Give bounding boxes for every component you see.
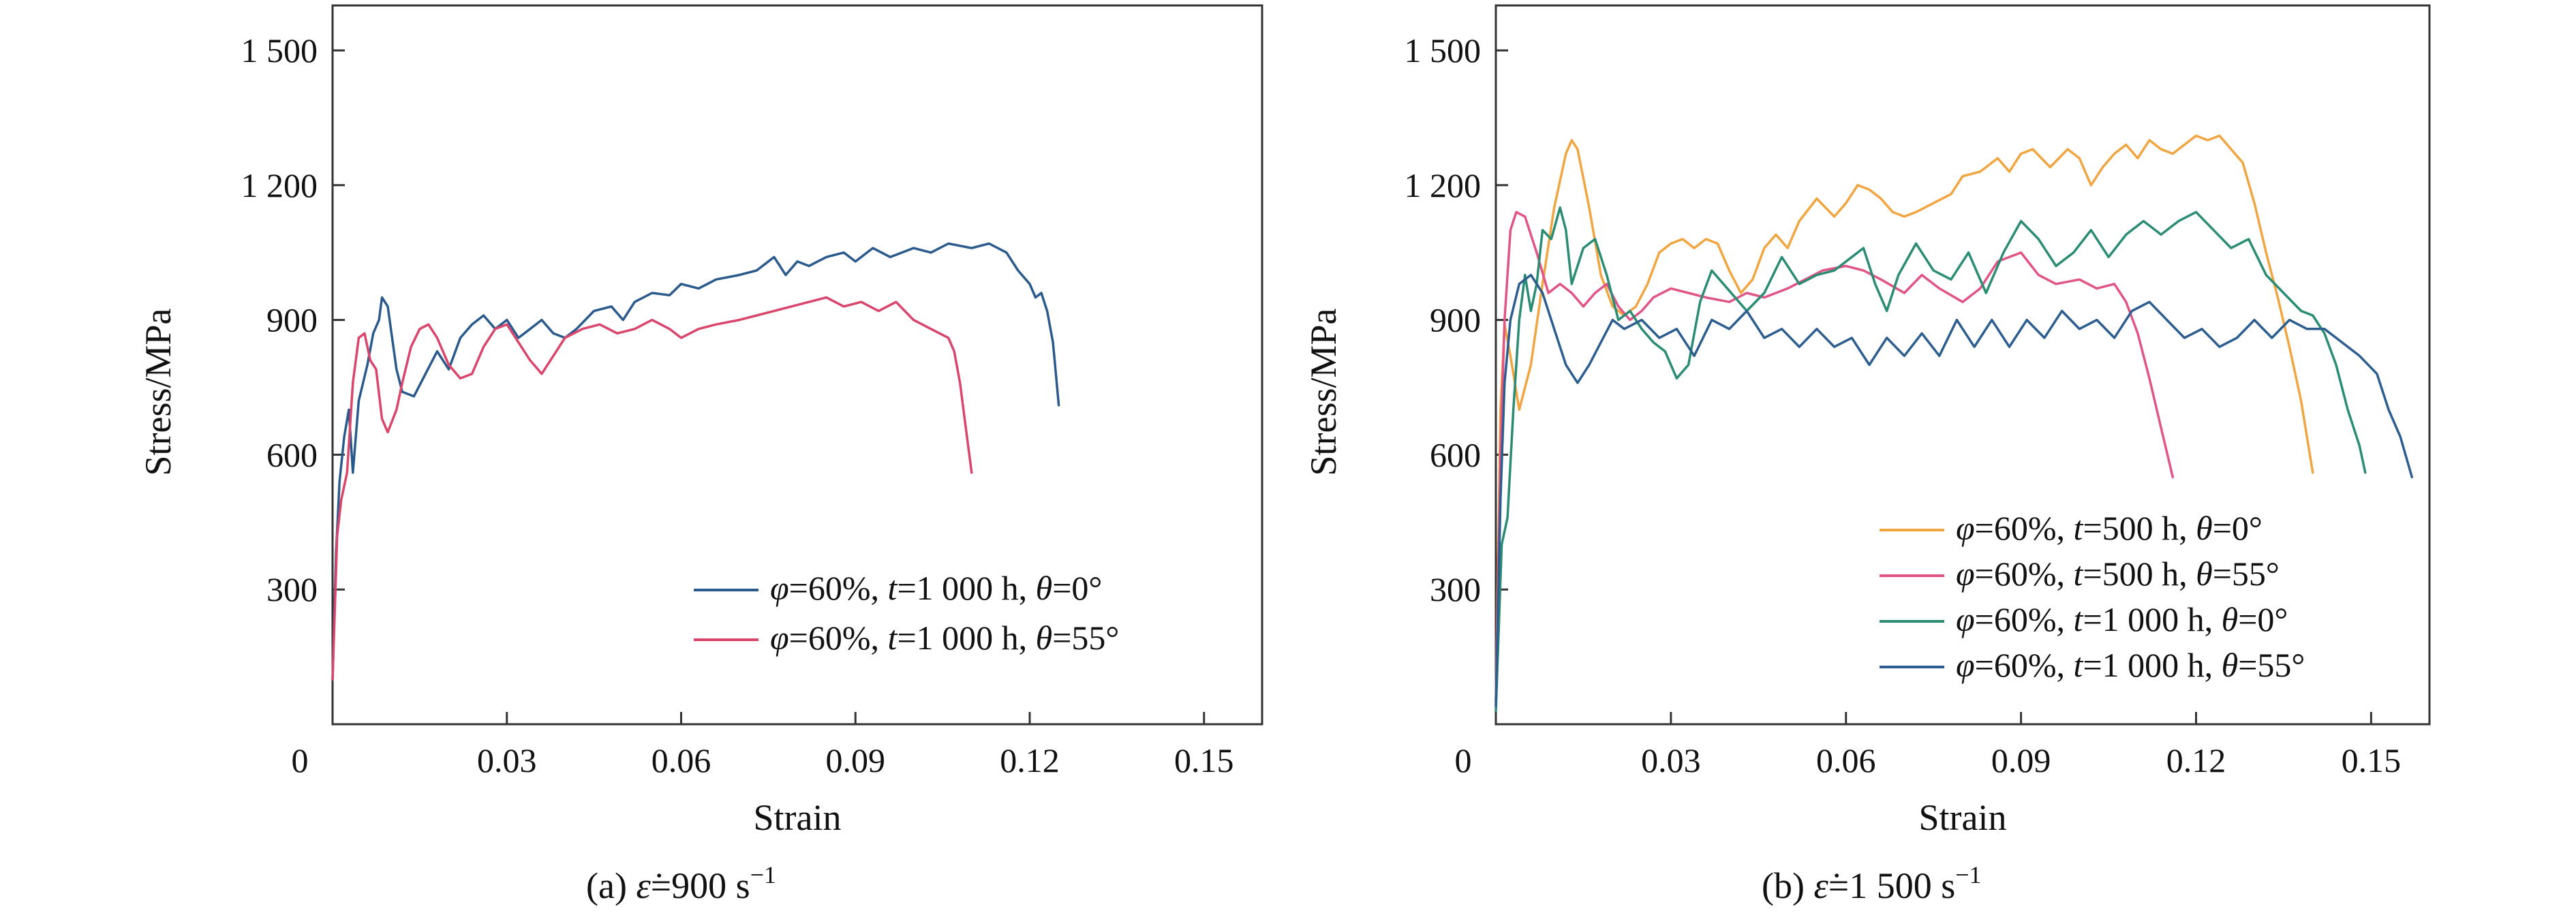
plot-frame [1494,4,2431,726]
chart-panel-a: 300 600 900 1 200 1 500 0 0.03 0.06 0.09 0.12 0.15… [138,4,1263,906]
x-tick-label: 0.03 [477,741,537,779]
y-tick-label: 600 [1430,435,1481,474]
chart-panel-b: 300 600 900 1 200 1 500 0 0.03 0.06 0.09 0.12 0.15… [1303,4,2431,906]
y-tick-label: 1 500 [241,31,318,69]
y-tick-label: 1 500 [1405,31,1482,69]
x-tick-label: 0.06 [1816,741,1876,779]
x-tick-label: 0.09 [1991,741,2051,779]
series-line-1 [331,242,1060,681]
series-line-4 [1494,273,2414,708]
y-tick-label: 1 200 [1405,166,1482,204]
x-tick-label: 0.12 [1000,741,1060,779]
y-tick-label: 300 [1430,570,1481,608]
x-tick-label: 0.12 [2166,741,2226,779]
y-tick-label: 900 [266,301,318,339]
x-axis-label: Strain [754,797,842,838]
x-tick-label: 0.15 [1174,741,1234,779]
series-line-2 [1494,211,2175,703]
panel-caption: (b) ε̇=1 500 s−1 [1762,861,1982,906]
legend-entry: φ=60%, t=1 000 h, θ=55° [1956,646,2305,684]
series-line-3 [1494,206,2367,712]
x-tick-label: 0.09 [826,741,886,779]
plot-frame [331,4,1263,726]
y-tick-label: 1 200 [241,166,318,204]
x-axis-label: Strain [1919,797,2007,838]
x-tick-label: 0.06 [651,741,711,779]
x-tick-label: 0.03 [1641,741,1701,779]
legend-entry: φ=60%, t=1 000 h, θ=55° [770,619,1119,657]
legend-entry: φ=60%, t=500 h, θ=55° [1956,555,2280,593]
x-tick-label: 0 [1455,741,1472,779]
y-tick-label: 600 [266,435,318,474]
legend-entry: φ=60%, t=1 000 h, θ=0° [770,569,1102,607]
y-axis-label: Stress/MPa [1303,308,1344,476]
legend: φ=60%, t=1 000 h, θ=0° φ=60%, t=1 000 h, … [694,569,1119,657]
legend-entry: φ=60%, t=1 000 h, θ=0° [1956,600,2288,638]
legend-entry: φ=60%, t=500 h, θ=0° [1956,509,2263,547]
y-tick-label: 300 [266,570,318,608]
x-tick-label: 0 [292,741,309,779]
legend: φ=60%, t=500 h, θ=0° φ=60%, t=500 h, θ=55… [1880,509,2305,684]
series-line-2 [331,296,973,681]
x-tick-label: 0.15 [2342,741,2402,779]
panel-caption: (a) ε̇=900 s−1 [586,861,776,906]
y-axis-label: Stress/MPa [138,308,179,476]
y-tick-label: 900 [1430,301,1481,339]
